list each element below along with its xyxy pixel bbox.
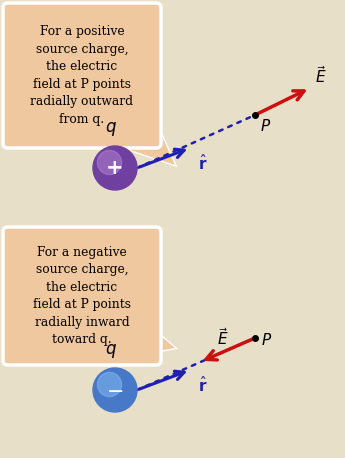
Text: For a positive
source charge,
the electric
field at P points
radially outward
fr: For a positive source charge, the electr…: [30, 25, 134, 126]
Polygon shape: [110, 325, 175, 360]
Text: $-$: $-$: [106, 380, 124, 400]
Text: $\vec{E}$: $\vec{E}$: [217, 327, 229, 348]
Text: $\vec{E}$: $\vec{E}$: [315, 65, 327, 86]
Circle shape: [97, 150, 121, 174]
Text: For a negative
source charge,
the electric
field at P points
radially inward
tow: For a negative source charge, the electr…: [33, 246, 131, 346]
Text: $q$: $q$: [105, 120, 117, 138]
Circle shape: [93, 368, 137, 412]
Text: +: +: [106, 158, 124, 178]
Text: $q$: $q$: [105, 342, 117, 360]
Text: $\hat{\mathbf{r}}$: $\hat{\mathbf{r}}$: [198, 153, 207, 173]
Circle shape: [97, 372, 121, 397]
FancyBboxPatch shape: [3, 3, 161, 148]
Polygon shape: [110, 105, 175, 165]
Text: $P$: $P$: [260, 118, 271, 134]
Text: $\hat{\mathbf{r}}$: $\hat{\mathbf{r}}$: [198, 375, 207, 395]
FancyBboxPatch shape: [3, 227, 161, 365]
Text: $P$: $P$: [261, 332, 272, 348]
Circle shape: [93, 146, 137, 190]
